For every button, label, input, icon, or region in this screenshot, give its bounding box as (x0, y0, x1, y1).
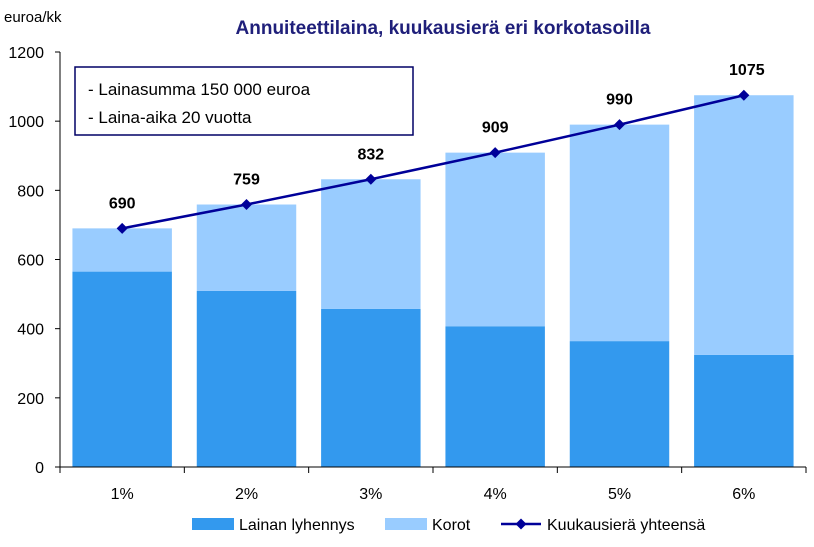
bar-lyhennys-2 (196, 290, 297, 467)
line-marker-5 (614, 119, 625, 131)
y-axis-label: euroa/kk (4, 9, 62, 26)
line-marker-6 (738, 89, 750, 101)
y-tick-label: 600 (17, 253, 44, 270)
y-tick-label: 400 (17, 322, 44, 339)
y-tick-label: 200 (17, 391, 44, 408)
legend-item-kuukausiera-label: Kuukausierä yhteensä (547, 517, 705, 534)
line-marker-2 (241, 199, 252, 211)
bar-korot-1 (72, 228, 172, 272)
line-marker-4 (489, 147, 501, 159)
y-tick-label: 800 (17, 183, 44, 200)
line-marker-3 (365, 173, 377, 185)
bar-korot-2 (196, 204, 297, 291)
axes-layer: 0 200 400 600 800 1000 1200 1% 2% 3% 4% 5% 6% (8, 45, 807, 503)
bar-korot-5 (569, 124, 670, 342)
data-label-4: 909 (482, 120, 509, 137)
line-layer (116, 89, 750, 234)
data-label-1: 690 (109, 195, 136, 212)
legend: Lainan lyhennys Korot Kuukausierä yhteensä (192, 517, 705, 534)
bar-lyhennys-1 (72, 271, 172, 467)
bar-lyhennys-3 (321, 308, 421, 467)
bars-layer (72, 95, 794, 467)
data-label-3: 832 (357, 146, 384, 163)
legend-item-lyhennys-label: Lainan lyhennys (239, 517, 355, 534)
line-marker-1 (116, 222, 128, 234)
data-label-6: 1075 (729, 62, 765, 79)
y-tick-label: 1200 (8, 45, 44, 62)
y-tick-label: 1000 (8, 114, 44, 131)
annotation-line-2: - Laina-aika 20 vuotta (88, 108, 252, 127)
series-line-kuukausiera (121, 94, 745, 230)
bar-korot-3 (321, 179, 421, 309)
x-tick-label: 5% (608, 486, 631, 503)
x-tick-label: 1% (111, 486, 134, 503)
bar-lyhennys-4 (445, 326, 545, 467)
legend-item-korot-swatch (385, 518, 427, 530)
data-label-5: 990 (606, 92, 633, 109)
y-tick-label: 0 (35, 460, 44, 477)
annotation-line-1: - Lainasumma 150 000 euroa (88, 80, 311, 99)
annotation-box: - Lainasumma 150 000 euroa - Laina-aika … (74, 66, 414, 136)
x-tick-label: 4% (484, 486, 507, 503)
x-tick-label: 6% (732, 486, 755, 503)
legend-item-korot-label: Korot (432, 517, 471, 534)
data-label-2: 759 (233, 172, 260, 189)
bar-lyhennys-5 (569, 341, 670, 467)
data-labels-layer: 690 759 832 909 990 1075 (109, 62, 765, 212)
bar-korot-4 (445, 152, 545, 327)
legend-item-lyhennys-swatch (192, 518, 234, 530)
bar-lyhennys-6 (694, 354, 794, 467)
x-tick-label: 2% (235, 486, 258, 503)
legend-item-kuukausiera-swatch-marker (515, 518, 527, 530)
bar-korot-6 (694, 95, 794, 355)
x-tick-label: 3% (359, 486, 382, 503)
chart-title: Annuiteettilaina, kuukausierä eri korkot… (236, 18, 651, 39)
